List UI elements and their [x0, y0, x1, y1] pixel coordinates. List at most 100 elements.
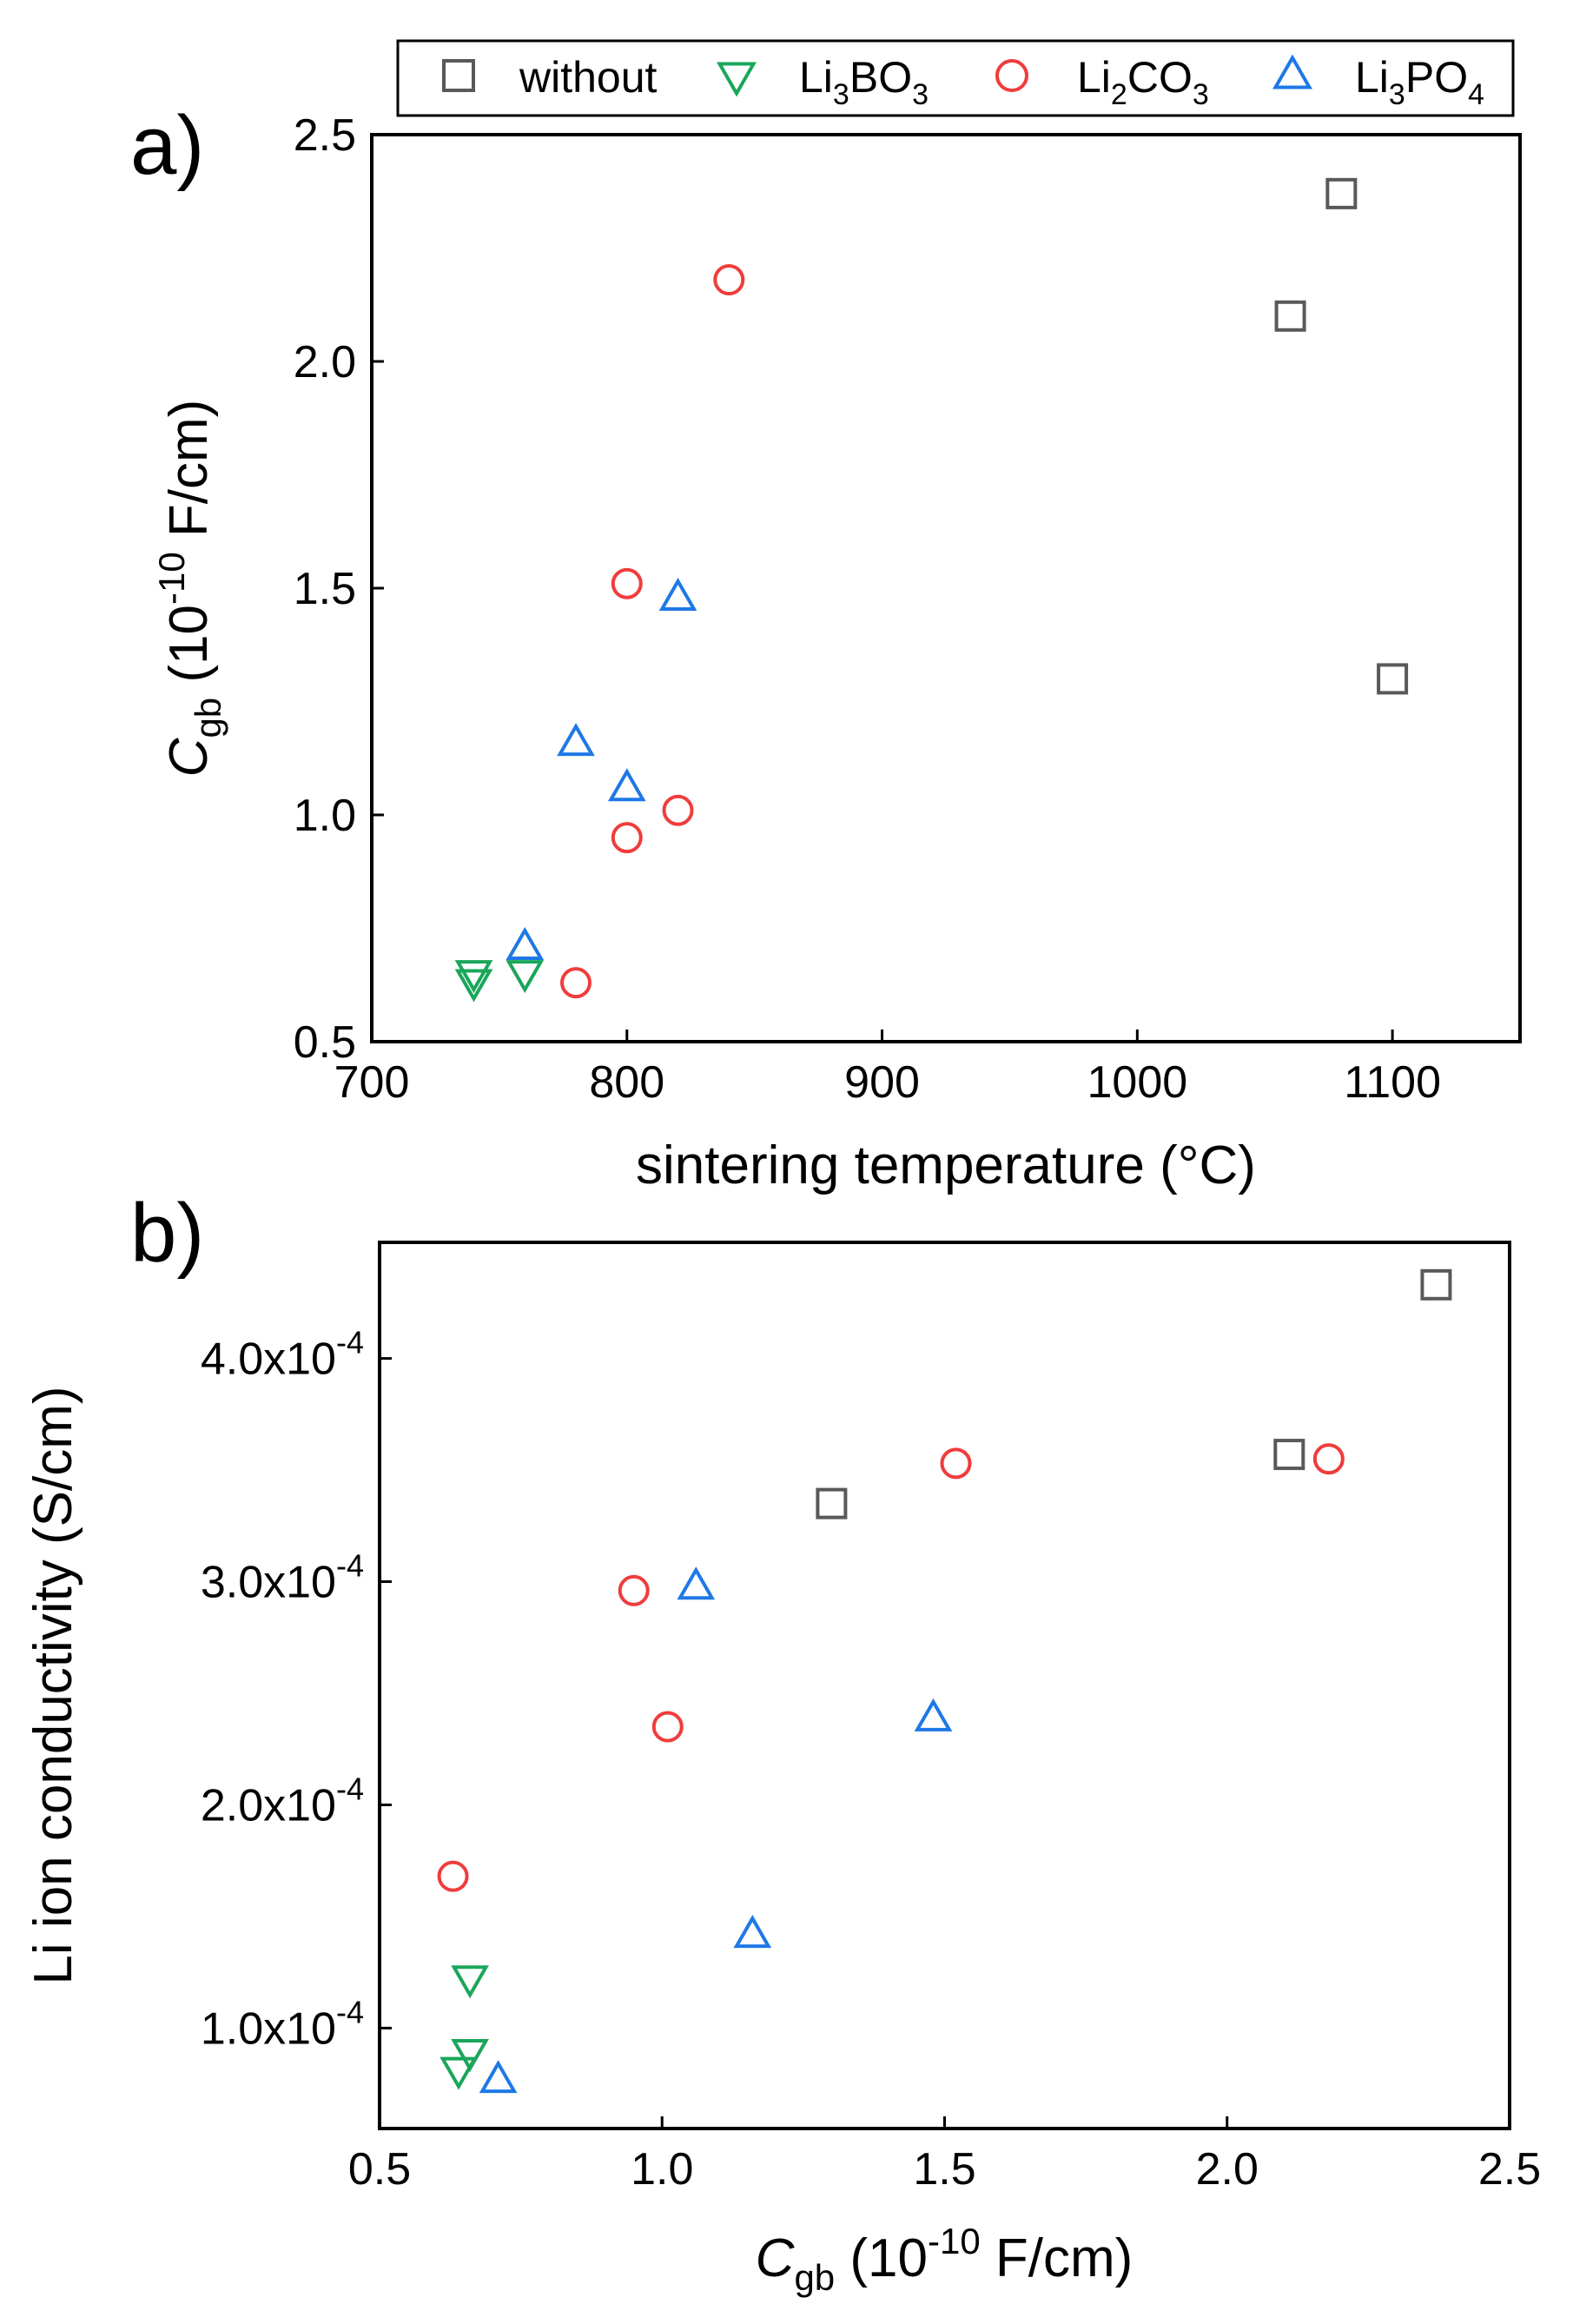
- legend-entry-li3bo3: Li3BO3: [716, 53, 929, 111]
- panel-b-xlabel-sub: gb: [794, 2257, 835, 2298]
- legend-label-li3bo3: Li3BO3: [799, 53, 929, 111]
- panel-b-xlabel-symbol: C: [756, 2228, 796, 2288]
- legend-entry-li3po4: Li3PO4: [1272, 53, 1484, 111]
- legend-li2co3-mid: CO: [1127, 53, 1193, 102]
- panel-a-point-li3po4: [658, 578, 697, 612]
- panel-b-point-li3bo3: [451, 2039, 489, 2073]
- ytick-exponent: -4: [336, 1771, 364, 1806]
- panel-b-xtick-label: 1.0: [631, 2144, 693, 2195]
- panel-a-label: a): [130, 99, 204, 192]
- panel-b-point-li2co3: [618, 1574, 650, 1606]
- legend-marker-li3po4: [1272, 54, 1313, 89]
- panel-a-xlabel: sintering temperature (°C): [636, 1136, 1256, 1195]
- legend-label-without: without: [519, 53, 658, 102]
- panel-a-ylabel-post: F/cm): [159, 400, 219, 553]
- legend-marker-square: [442, 59, 475, 92]
- panel-b-label: b): [130, 1187, 204, 1280]
- panel-b-point-li2co3: [940, 1447, 972, 1480]
- legend-marker-circle: [995, 59, 1028, 92]
- ytick-mantissa: 2.0x10: [201, 1780, 336, 1831]
- panel-b-point-without: [1273, 1439, 1305, 1471]
- legend-marker-triangle-down: [716, 62, 757, 97]
- legend-li2co3-base: Li: [1077, 53, 1111, 102]
- legend-li3po4-mid: PO: [1405, 53, 1468, 102]
- legend-li3bo3-sub1: 3: [833, 78, 849, 111]
- panel-b-xtick-label: 2.5: [1478, 2144, 1541, 2195]
- panel-a-point-li3bo3: [454, 960, 493, 994]
- panel-b-xtick-label: 0.5: [348, 2144, 411, 2195]
- panel-b-ytick-label: 3.0x10-4: [201, 1548, 364, 1608]
- panel-b-frame: [378, 1241, 1511, 2130]
- panel-a-xtick-label: 1000: [1087, 1057, 1187, 1108]
- panel-a-point-li3bo3: [506, 960, 545, 994]
- panel-b-point-li2co3: [437, 1860, 469, 1892]
- legend-marker-li3bo3: [716, 62, 757, 97]
- ytick-mantissa: 3.0x10: [201, 1558, 336, 1608]
- legend-li3po4-base: Li: [1355, 53, 1389, 102]
- panel-b-point-without: [816, 1487, 848, 1520]
- panel-a-ytick-label: 0.5: [294, 1017, 356, 1068]
- panel-a-point-li2co3: [611, 822, 643, 854]
- panel-a-point-li2co3: [560, 967, 592, 999]
- panel-b-point-li2co3: [1312, 1443, 1345, 1475]
- legend-entry-li2co3: Li2CO3: [995, 53, 1209, 111]
- panel-a-points: [454, 177, 1409, 1003]
- panel-a-ytick-label: 1.5: [294, 564, 356, 614]
- legend-entry-without: without: [442, 53, 658, 102]
- ytick-exponent: -4: [336, 1325, 364, 1361]
- legend-frame: [396, 39, 1515, 117]
- panel-a-point-li2co3: [611, 567, 643, 599]
- panel-b-xtick-label: 2.0: [1196, 2144, 1259, 2195]
- legend-li2co3-sub1: 2: [1111, 78, 1127, 111]
- panel-b-ytick-label: 4.0x10-4: [201, 1325, 364, 1385]
- panel-b-point-li3po4: [479, 2060, 518, 2094]
- panel-b: b) 0.5 1.0 1.5 2.0 2.5 1.0x10-42.0x10-43.0x1…: [23, 1187, 1541, 2298]
- panel-a-point-without: [1377, 663, 1409, 695]
- panel-b-point-li3po4: [914, 1698, 953, 1731]
- panel-a-ylabel: Cgb (10-10 F/cm): [151, 400, 228, 778]
- panel-a-xtick-label: 900: [844, 1057, 920, 1108]
- panel-b-points: [437, 1268, 1452, 2094]
- panel-b-xlabel-exp: -10: [928, 2221, 981, 2261]
- panel-a-x-axis: 700 800 900 1000 1100: [334, 1030, 1441, 1108]
- ytick-exponent: -4: [336, 1548, 364, 1584]
- panel-a-point-li3po4: [506, 926, 545, 960]
- legend-li2co3-sub2: 3: [1193, 78, 1209, 111]
- ytick-mantissa: 4.0x10: [201, 1334, 336, 1385]
- panel-a-point-li2co3: [713, 264, 745, 296]
- panel-b-x-axis: 0.5 1.0 1.5 2.0 2.5: [348, 2116, 1541, 2195]
- panel-a-ylabel-symbol: C: [159, 737, 219, 777]
- panel-b-point-li3bo3: [440, 2056, 478, 2090]
- panel-a: a) 700 800 900 1000 1100 0.5 1.0 1.5 2.0 2.5 sin…: [130, 99, 1522, 1195]
- legend: without Li3BO3 Li2CO3 Li3PO4: [396, 39, 1515, 117]
- panel-a-ytick-label: 1.0: [294, 791, 356, 841]
- panel-b-xlabel-pre: (10: [835, 2228, 928, 2288]
- panel-a-y-axis: 0.5 1.0 1.5 2.0 2.5: [294, 110, 384, 1068]
- ytick-exponent: -4: [336, 1994, 364, 2029]
- panel-a-point-li2co3: [662, 794, 694, 826]
- panel-b-xlabel: Cgb (10-10 F/cm): [756, 2221, 1133, 2298]
- panel-a-ytick-label: 2.5: [294, 110, 356, 161]
- panel-a-xtick-label: 800: [589, 1057, 664, 1108]
- legend-li3po4-sub1: 3: [1389, 78, 1405, 111]
- panel-b-point-li2co3: [651, 1711, 684, 1743]
- panel-a-ylabel-exp: -10: [151, 552, 192, 605]
- panel-b-y-axis: 1.0x10-42.0x10-43.0x10-44.0x10-4: [201, 1325, 392, 2054]
- panel-b-xtick-label: 1.5: [913, 2144, 975, 2195]
- ytick-mantissa: 1.0x10: [201, 2003, 336, 2054]
- legend-li3po4-sub2: 4: [1468, 78, 1484, 111]
- panel-a-point-without: [1274, 300, 1306, 332]
- legend-marker-triangle-up: [1272, 54, 1313, 89]
- legend-label-li2co3: Li2CO3: [1077, 53, 1209, 111]
- panel-b-ytick-label: 1.0x10-4: [201, 1994, 364, 2054]
- panel-b-point-li3po4: [677, 1566, 716, 1600]
- panel-a-point-li3po4: [607, 768, 646, 802]
- panel-a-ytick-label: 2.0: [294, 337, 356, 387]
- legend-label-li3po4: Li3PO4: [1355, 53, 1484, 111]
- panel-a-point-li3bo3: [454, 969, 493, 1003]
- panel-a-xtick-label: 1100: [1344, 1057, 1441, 1108]
- panel-b-point-without: [1420, 1268, 1452, 1301]
- legend-li3bo3-base: Li: [799, 53, 833, 102]
- panel-a-point-li3po4: [557, 723, 595, 757]
- panel-b-ytick-label: 2.0x10-4: [201, 1771, 364, 1831]
